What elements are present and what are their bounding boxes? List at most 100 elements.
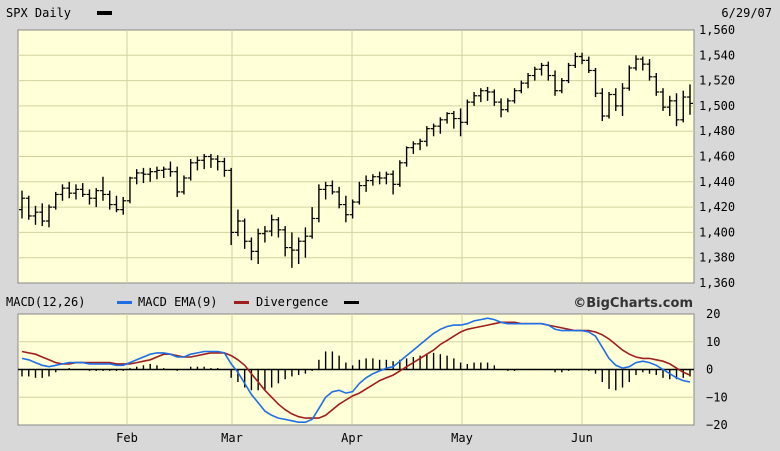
price-bar bbox=[167, 161, 174, 177]
price-bar bbox=[329, 180, 336, 195]
price-bar bbox=[93, 188, 100, 208]
price-bar bbox=[234, 209, 241, 237]
legend-ema-label: MACD EMA(9) bbox=[138, 295, 217, 309]
brand-watermark: ©BigCharts.com bbox=[573, 296, 693, 311]
price-bar bbox=[558, 78, 565, 94]
price-bar bbox=[363, 175, 370, 192]
price-bar bbox=[471, 91, 478, 106]
macd-tick-label: −20 bbox=[706, 418, 728, 432]
price-bar bbox=[241, 218, 248, 249]
price-bar bbox=[147, 167, 154, 182]
macd-y-axis: 20 10 0 −10 −20 bbox=[706, 307, 728, 432]
price-tick-label: 1,440 bbox=[699, 175, 735, 189]
price-bar bbox=[72, 184, 79, 200]
price-bar bbox=[531, 66, 538, 81]
price-bar bbox=[19, 190, 25, 219]
price-bar bbox=[248, 237, 255, 261]
price-bars bbox=[19, 52, 693, 268]
price-bar bbox=[59, 184, 66, 201]
price-bar bbox=[32, 205, 39, 225]
price-bar bbox=[619, 83, 626, 117]
price-bar bbox=[687, 84, 693, 115]
price-tick-label: 1,360 bbox=[699, 276, 735, 290]
legend-macd-label: MACD(12,26) bbox=[6, 295, 85, 309]
price-gridlines bbox=[18, 30, 694, 283]
price-tick-label: 1,420 bbox=[699, 200, 735, 214]
price-bar bbox=[214, 155, 221, 171]
price-bar bbox=[275, 217, 282, 238]
price-bar bbox=[79, 183, 86, 197]
price-bar bbox=[599, 88, 606, 122]
x-tick-label: Apr bbox=[341, 431, 363, 445]
price-bar bbox=[45, 204, 52, 228]
price-bar bbox=[646, 59, 653, 81]
price-tick-label: 1,560 bbox=[699, 23, 735, 37]
price-bar bbox=[396, 160, 403, 187]
price-tick-label: 1,460 bbox=[699, 150, 735, 164]
price-bar bbox=[376, 171, 383, 185]
price-bar bbox=[504, 98, 511, 113]
price-bar bbox=[444, 112, 451, 124]
x-tick-label: Jun bbox=[571, 431, 593, 445]
price-bar bbox=[545, 61, 552, 81]
price-bar bbox=[349, 199, 356, 219]
price-bar bbox=[180, 175, 187, 195]
price-bar bbox=[626, 65, 633, 91]
price-bar bbox=[288, 232, 295, 268]
chart-date: 6/29/07 bbox=[721, 6, 772, 20]
price-bar bbox=[315, 184, 322, 223]
price-bar bbox=[153, 166, 160, 180]
price-bar bbox=[133, 169, 140, 185]
price-bar bbox=[194, 156, 201, 171]
price-bar bbox=[221, 157, 228, 177]
price-bar bbox=[639, 56, 646, 71]
price-bar bbox=[66, 181, 73, 199]
x-tick-label: Mar bbox=[221, 431, 243, 445]
price-bar bbox=[518, 80, 525, 94]
macd-tick-label: 20 bbox=[706, 307, 720, 321]
macd-line bbox=[21, 317, 691, 424]
price-bar bbox=[390, 170, 397, 195]
price-bar bbox=[207, 153, 214, 168]
price-bar bbox=[99, 176, 106, 201]
price-bar bbox=[410, 141, 417, 154]
price-bar bbox=[403, 146, 410, 167]
price-y-axis: 1,560 1,540 1,520 1,500 1,480 1,460 1,440 1,420… bbox=[699, 23, 735, 290]
price-bar bbox=[579, 52, 586, 65]
price-bar bbox=[113, 195, 120, 213]
price-bar bbox=[336, 186, 343, 209]
price-bar bbox=[160, 166, 167, 179]
price-bar bbox=[295, 237, 302, 265]
price-bar bbox=[187, 159, 194, 181]
macd-tick-label: 10 bbox=[706, 335, 720, 349]
price-bar bbox=[498, 98, 505, 118]
x-axis-months: Feb Mar Apr May Jun bbox=[116, 431, 593, 445]
price-bar bbox=[174, 166, 181, 197]
price-bar bbox=[612, 88, 619, 111]
price-bar bbox=[511, 88, 518, 104]
macd-legend: MACD(12,26) MACD EMA(9) Divergence ©BigC… bbox=[6, 295, 693, 311]
price-tick-label: 1,540 bbox=[699, 48, 735, 62]
price-bar bbox=[255, 228, 262, 265]
price-bar bbox=[423, 126, 430, 147]
price-bar bbox=[282, 226, 289, 257]
price-bar bbox=[25, 195, 32, 220]
price-bar bbox=[633, 55, 640, 71]
price-bar bbox=[477, 88, 484, 103]
price-tick-label: 1,380 bbox=[699, 251, 735, 265]
divergence-bars bbox=[21, 351, 691, 391]
price-bar bbox=[653, 73, 660, 96]
price-bar bbox=[322, 181, 329, 200]
chart-title: SPX Daily bbox=[6, 6, 71, 20]
price-bar bbox=[383, 171, 390, 185]
price-bar bbox=[450, 110, 457, 129]
macd-tick-label: 0 bbox=[706, 363, 713, 377]
legend-divergence-label: Divergence bbox=[256, 295, 328, 309]
price-bar bbox=[484, 86, 491, 101]
price-bar bbox=[140, 167, 147, 184]
price-bar bbox=[228, 167, 235, 246]
price-bar bbox=[572, 52, 579, 68]
price-bar bbox=[52, 191, 59, 210]
price-bar bbox=[356, 181, 363, 205]
price-bar bbox=[585, 56, 592, 74]
